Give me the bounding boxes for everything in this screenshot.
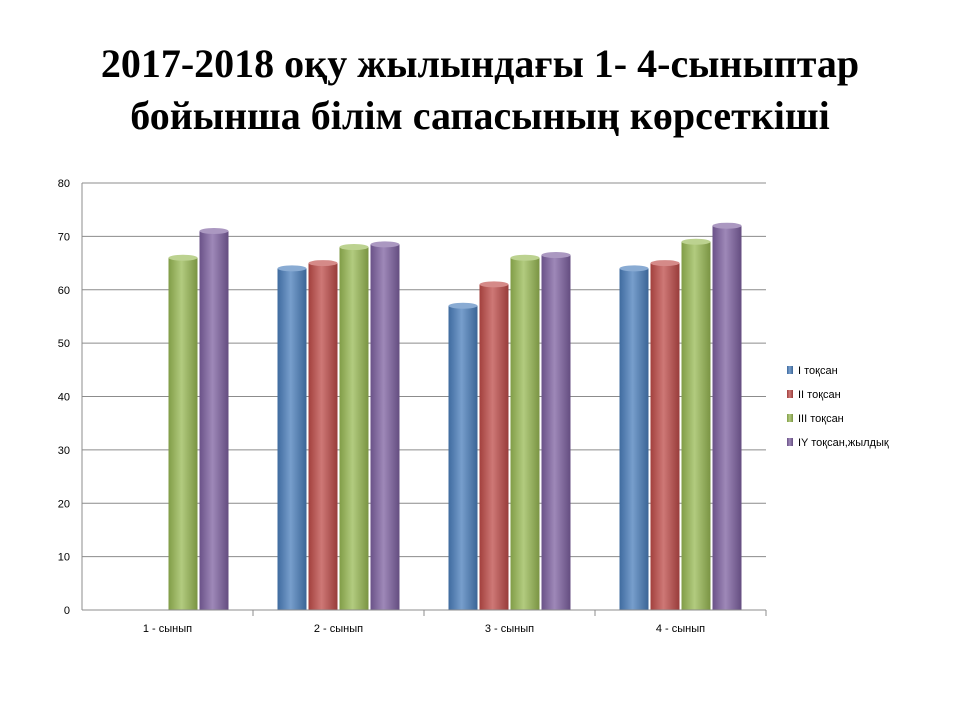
bar-cap xyxy=(448,302,478,309)
bar-body xyxy=(199,231,229,610)
bar-body xyxy=(277,268,307,610)
bar-body xyxy=(619,268,649,610)
y-tick-label: 10 xyxy=(58,552,70,564)
y-tick-label: 80 xyxy=(58,178,70,190)
bar-cap xyxy=(681,238,711,245)
bar xyxy=(479,281,509,610)
x-tick-label: 2 - сынып xyxy=(314,623,363,635)
y-tick-label: 0 xyxy=(64,605,70,617)
legend-label: IY тоқсан,жылдық xyxy=(798,437,889,449)
bar-body xyxy=(479,284,509,610)
bar-body xyxy=(370,244,400,610)
bar xyxy=(619,265,649,610)
x-tick-label: 1 - сынып xyxy=(143,623,192,635)
y-tick-label: 20 xyxy=(58,498,70,510)
legend-label: III тоқсан xyxy=(798,413,844,425)
bar-body xyxy=(308,263,338,610)
bar xyxy=(448,302,478,610)
bar xyxy=(370,241,400,610)
x-tick-label: 4 - сынып xyxy=(656,623,705,635)
bar-cap xyxy=(370,241,400,248)
legend-swatch xyxy=(787,438,793,446)
bar xyxy=(277,265,307,610)
bar-cap xyxy=(308,260,338,267)
legend-swatch xyxy=(787,366,793,374)
bar-body xyxy=(510,257,540,610)
legend-label: II тоқсан xyxy=(798,389,841,401)
bar-body xyxy=(681,241,711,610)
axes: 0 10 20 30 40 50 60 70 80 1 - сынып 2 - сынып 3 - с… xyxy=(58,178,767,635)
bar xyxy=(510,254,540,610)
bar-body xyxy=(339,247,369,611)
bar-cap xyxy=(510,254,540,261)
y-tick-label: 60 xyxy=(58,285,70,297)
bar xyxy=(681,238,711,610)
bar-cap xyxy=(277,265,307,272)
bar-cap xyxy=(479,281,509,288)
legend-swatch xyxy=(787,414,793,422)
bar-cap xyxy=(619,265,649,272)
bar xyxy=(712,222,742,610)
bar xyxy=(199,228,229,610)
slide-title: 2017-2018 оқу жылындағы 1- 4-сыныптар бо… xyxy=(0,38,960,142)
bars xyxy=(168,222,742,611)
bar-body xyxy=(448,305,478,610)
bar-cap xyxy=(650,260,680,267)
legend-label: I тоқсан xyxy=(798,365,838,377)
x-tick-label: 3 - сынып xyxy=(485,623,534,635)
title-line-1: 2017-2018 оқу жылындағы 1- 4-сыныптар xyxy=(100,41,860,86)
bar-cap xyxy=(199,228,229,235)
title-line-2: бойынша білім сапасының көрсеткіші xyxy=(130,93,830,138)
bar-body xyxy=(650,263,680,610)
y-tick-label: 70 xyxy=(58,231,70,243)
bar xyxy=(308,260,338,610)
legend-swatch xyxy=(787,390,793,398)
bar-cap xyxy=(541,252,571,259)
bar xyxy=(339,244,369,611)
y-tick-label: 30 xyxy=(58,445,70,457)
y-tick-label: 40 xyxy=(58,392,70,404)
bar-body xyxy=(168,257,198,610)
legend: I тоқсан II тоқсан III тоқсан IY тоқсан,жыл… xyxy=(787,365,889,449)
bar-cap xyxy=(339,244,369,251)
bar xyxy=(541,252,571,610)
bar-cap xyxy=(168,254,198,261)
bar-body xyxy=(712,225,742,610)
bar-body xyxy=(541,255,571,610)
bar xyxy=(168,254,198,610)
bar-cap xyxy=(712,222,742,229)
bar xyxy=(650,260,680,610)
y-tick-label: 50 xyxy=(58,338,70,350)
